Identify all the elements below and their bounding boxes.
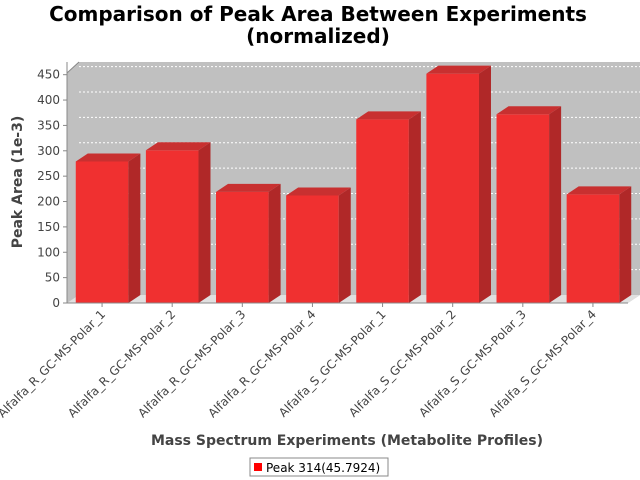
bar-side (478, 65, 491, 304)
y-tick-label: 100 (37, 245, 60, 259)
x-axis: Alfalfa_R_GC-MS-Polar_1Alfalfa_R_GC-MS-P… (0, 302, 628, 420)
plot-corner-edge (66, 61, 80, 74)
bar-top (216, 183, 281, 192)
x-axis-title: Mass Spectrum Experiments (Metabolite Pr… (151, 433, 543, 449)
y-tick-label: 200 (37, 195, 60, 209)
bar-top (426, 65, 491, 74)
y-tick-label: 50 (45, 271, 60, 285)
y-tick-label: 250 (37, 169, 60, 183)
y-tick-label: 450 (37, 68, 60, 82)
plot-area (66, 61, 640, 304)
bar-side (338, 187, 351, 303)
bar (426, 65, 491, 304)
bar-top (286, 187, 351, 196)
bar-front (356, 119, 409, 303)
legend-swatch (254, 463, 262, 471)
y-tick-label: 150 (37, 220, 60, 234)
bar-side (128, 153, 141, 303)
y-tick-label: 0 (52, 296, 60, 310)
bar-front (426, 73, 479, 304)
bar-top (566, 186, 632, 195)
y-tick-label: 300 (37, 144, 60, 158)
bar-front (496, 114, 550, 304)
bar-front (75, 161, 129, 303)
bar-front (145, 150, 199, 303)
legend-box (249, 457, 389, 477)
bar-front (216, 191, 269, 303)
bar-side (619, 186, 632, 303)
y-axis: 0 50 100 150 200 250 300 350 400 450 (37, 62, 68, 310)
legend-label: Peak 314(45.7924) (266, 461, 380, 475)
chart-subtitle: (normalized) (246, 24, 390, 48)
bar (496, 106, 562, 304)
y-tick-label: 350 (37, 118, 60, 132)
bar-side (408, 111, 421, 303)
y-tick-label: 400 (37, 93, 60, 107)
chart-title: Comparison of Peak Area Between Experime… (49, 2, 587, 26)
bar-top (356, 111, 421, 120)
legend: Peak 314(45.7924) (249, 457, 389, 477)
bar-front (286, 195, 339, 303)
bar-side (268, 183, 281, 303)
bar-top (75, 153, 141, 162)
bar (75, 153, 141, 303)
bar (566, 186, 632, 303)
bar-side (198, 142, 211, 303)
bar (145, 142, 211, 303)
y-axis-title: Peak Area (1e-3) (10, 116, 26, 249)
bar (356, 111, 421, 303)
bar-front (566, 194, 620, 303)
bars (75, 65, 632, 304)
bar (286, 187, 351, 303)
bar-side (549, 106, 562, 304)
bar-top (145, 142, 211, 151)
bar-top (496, 106, 562, 115)
bar (216, 183, 281, 303)
